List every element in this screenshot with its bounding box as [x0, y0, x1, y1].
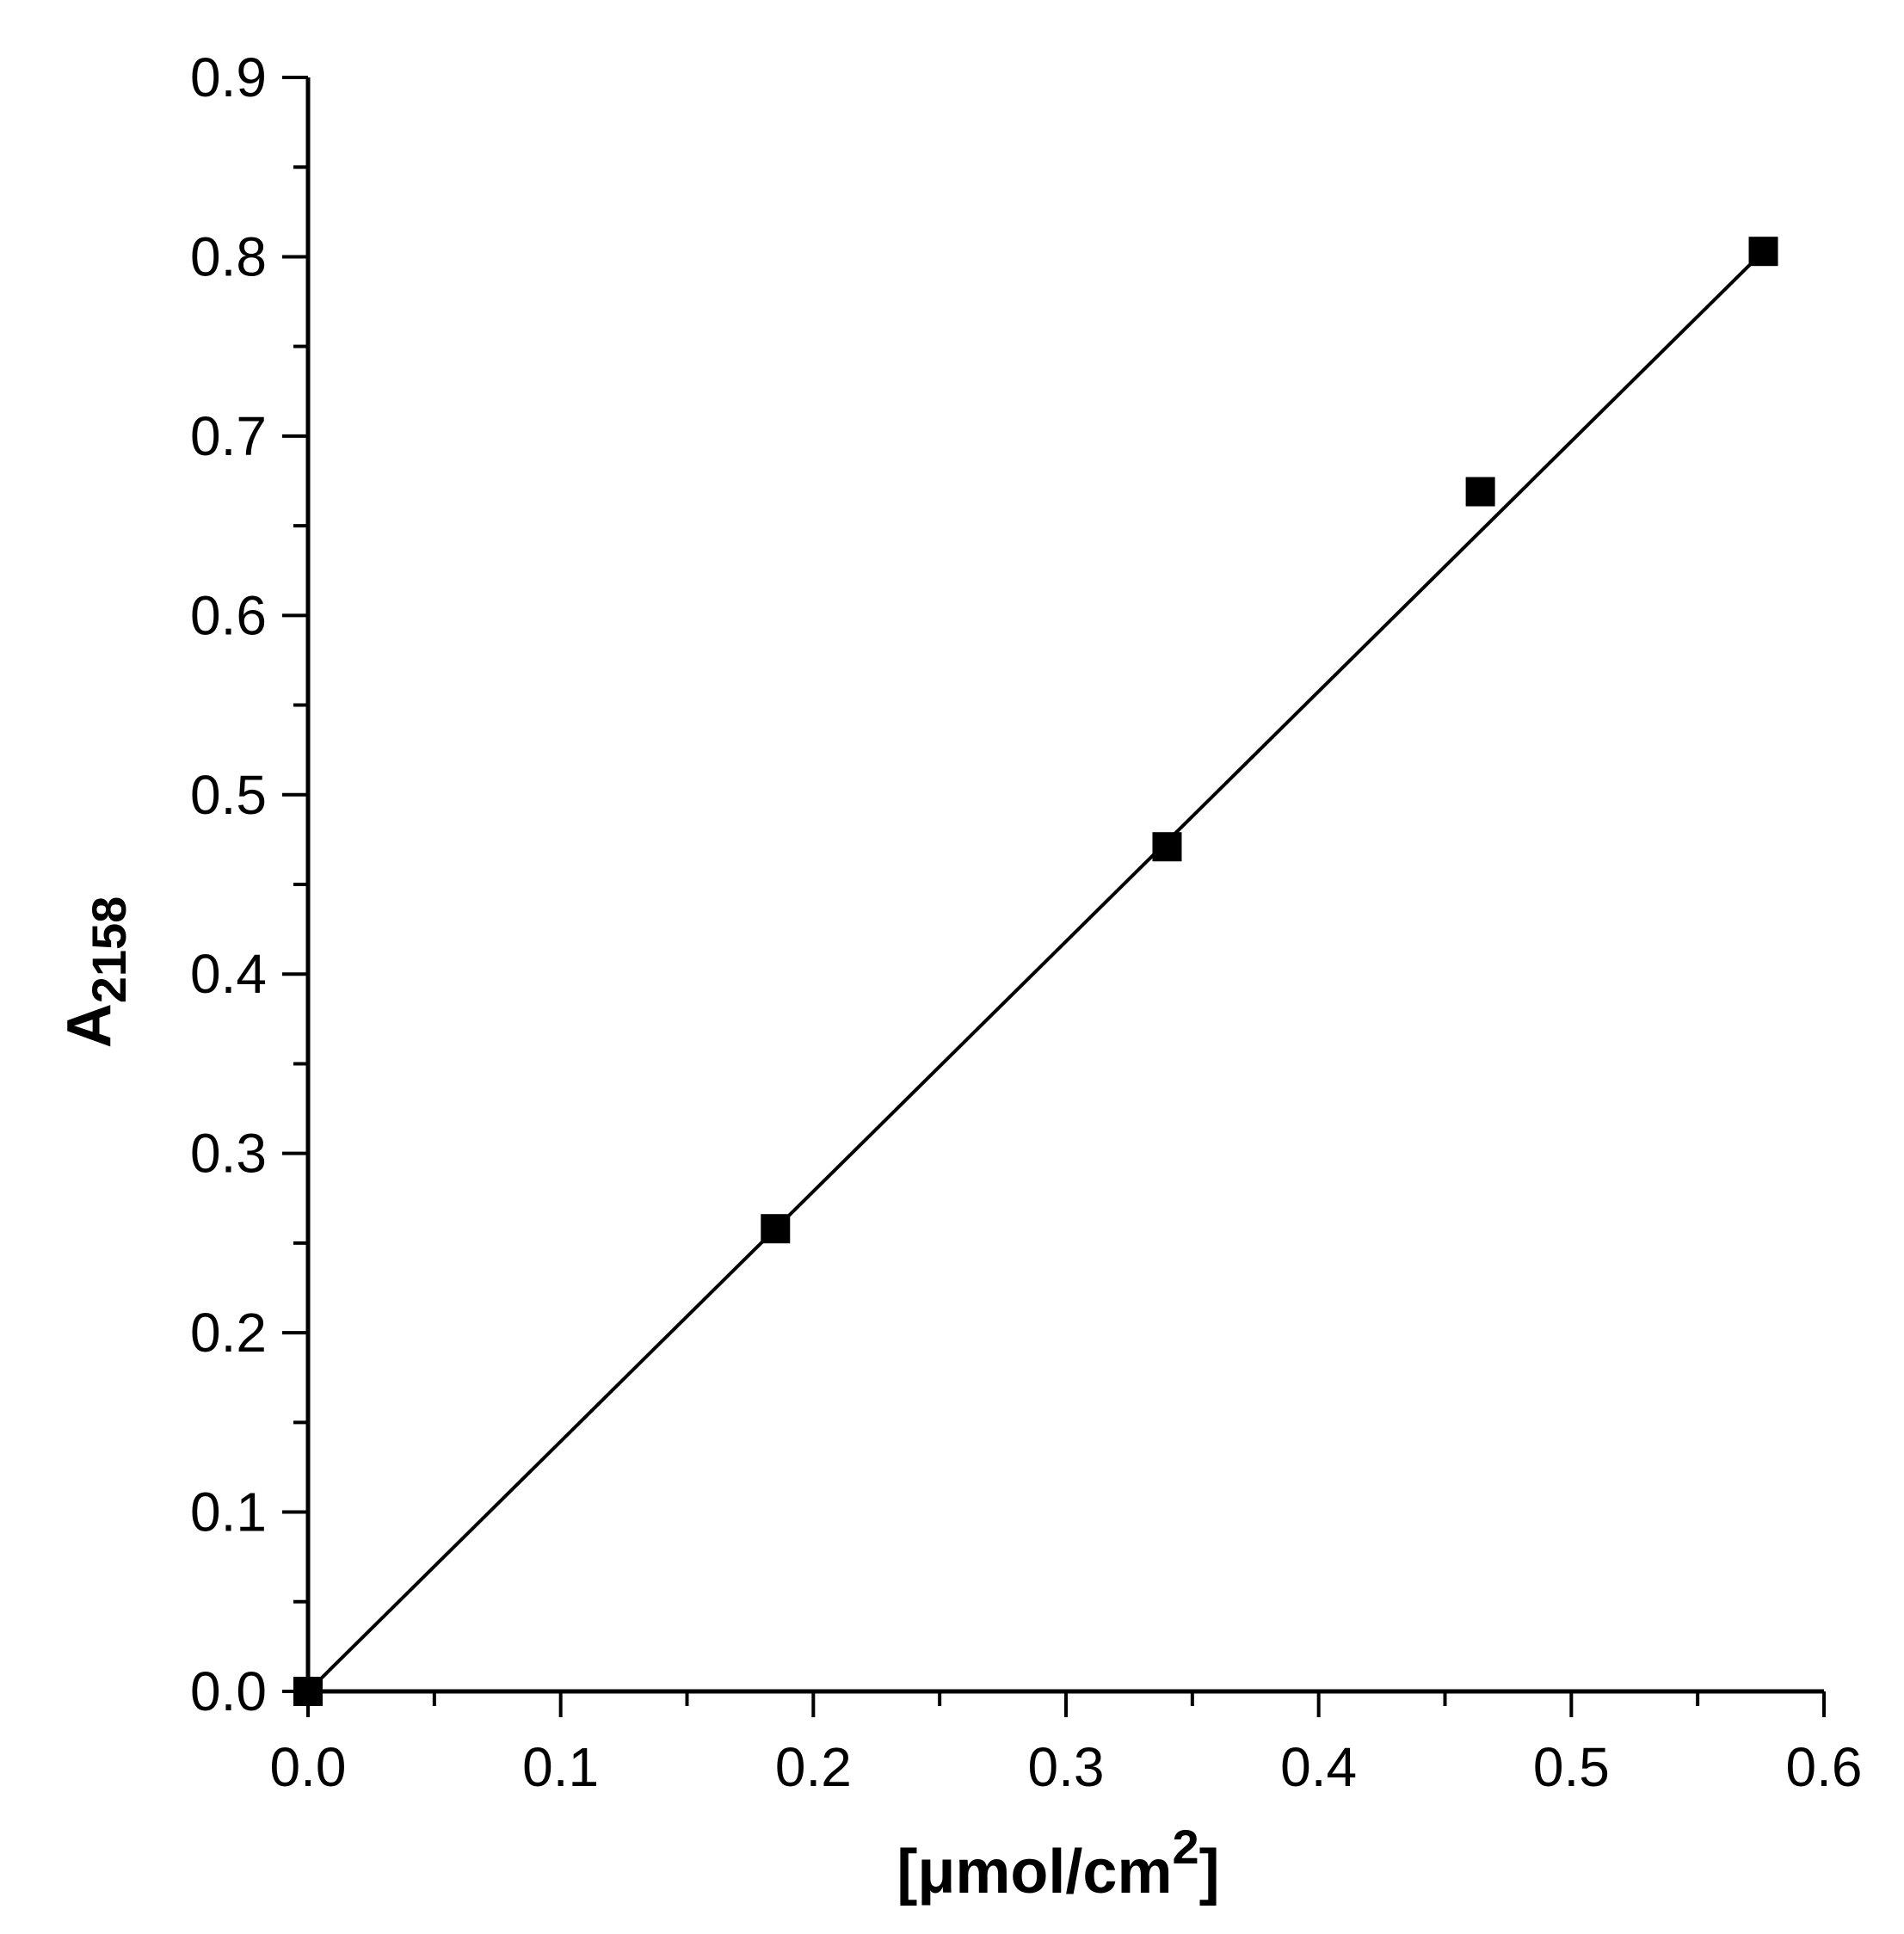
- x-tick-label: 0.2: [775, 1736, 852, 1798]
- x-tick-label: 0.0: [270, 1736, 347, 1798]
- x-tick-label: 0.3: [1028, 1736, 1105, 1798]
- axes: [305, 77, 1824, 1694]
- y-tick-label: 0.0: [190, 1660, 267, 1722]
- y-tick-label: 0.8: [190, 225, 267, 287]
- fit-line: [306, 249, 1765, 1693]
- data-point: [761, 1214, 791, 1244]
- data-point: [1152, 832, 1182, 862]
- x-axis-title: [μmol/cm2]: [897, 1820, 1219, 1906]
- y-tick-label: 0.7: [190, 405, 267, 467]
- data-point: [293, 1677, 323, 1706]
- x-tick-label: 0.5: [1533, 1736, 1610, 1798]
- y-axis-title-main: A: [55, 1003, 124, 1048]
- y-tick-label: 0.1: [190, 1481, 267, 1543]
- data-point: [1465, 477, 1495, 507]
- y-tick-label: 0.5: [190, 764, 267, 826]
- x-axis-ticks: 0.0 0.1 0.2 0.3 0.4 0.5 0.6: [270, 1691, 1863, 1798]
- y-tick-label: 0.6: [190, 584, 267, 646]
- x-tick-label: 0.4: [1280, 1736, 1357, 1798]
- y-axis-title: A2158: [55, 896, 136, 1049]
- data-point: [1748, 237, 1778, 267]
- y-tick-label: 0.3: [190, 1123, 267, 1185]
- y-tick-label: 0.2: [190, 1302, 267, 1364]
- x-axis-title-main: [μmol/cm: [897, 1838, 1172, 1906]
- x-axis-title-superscript: 2: [1172, 1820, 1198, 1874]
- y-tick-label: 0.9: [190, 46, 267, 108]
- x-tick-label: 0.1: [522, 1736, 599, 1798]
- y-axis-ticks: 0.0 0.1 0.2 0.3 0.4 0.5 0.6 0.7 0.8 0.9: [190, 46, 308, 1722]
- x-axis-title-close: ]: [1199, 1838, 1220, 1906]
- y-tick-label: 0.4: [190, 943, 267, 1005]
- x-tick-label: 0.6: [1786, 1736, 1863, 1798]
- fit-line-group: [306, 249, 1765, 1693]
- y-axis-title-subscript: 2158: [82, 896, 136, 1004]
- data-points: [293, 237, 1778, 1706]
